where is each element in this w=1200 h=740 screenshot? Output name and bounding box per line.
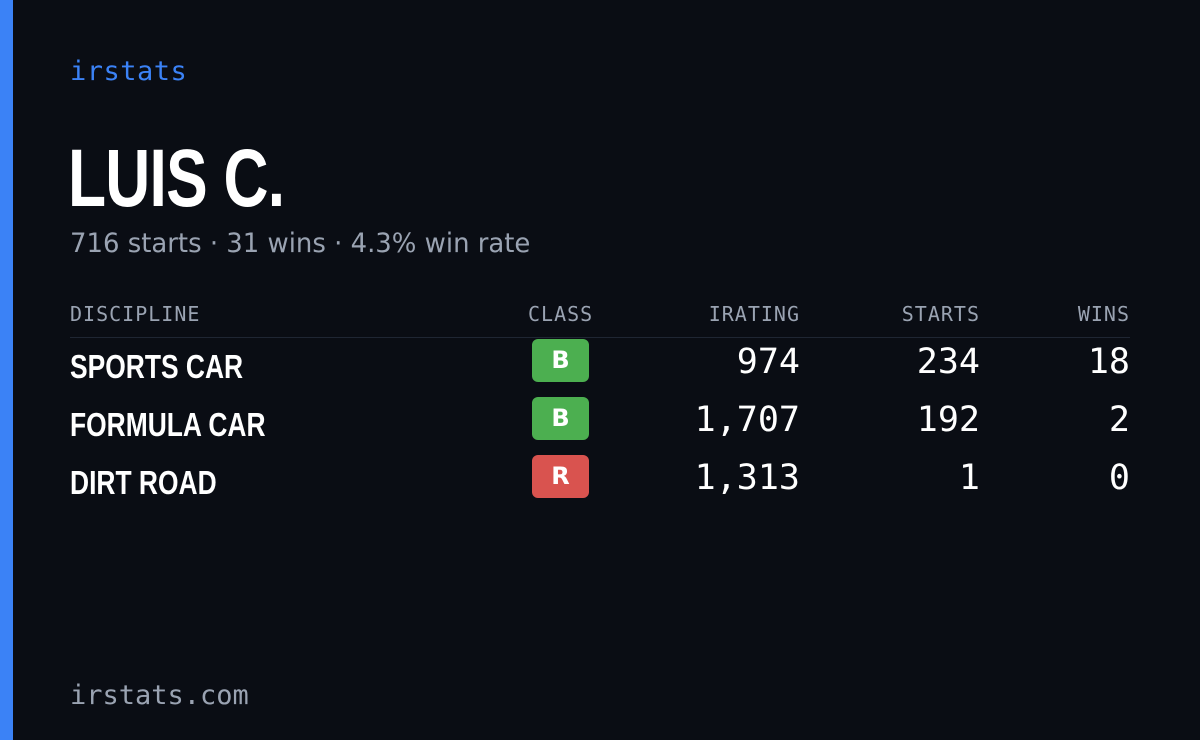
table-row: FORMULA CAR B 1,707 192 2 bbox=[70, 396, 1130, 454]
discipline-name: DIRT ROAD bbox=[70, 464, 217, 501]
driver-summary: 716 starts · 31 wins · 4.3% win rate bbox=[70, 228, 531, 259]
discipline-name: SPORTS CAR bbox=[70, 348, 244, 385]
column-header-irating: IRATING bbox=[708, 302, 800, 326]
license-class-badge: B bbox=[532, 397, 589, 440]
column-header-starts: STARTS bbox=[901, 302, 980, 326]
discipline-stats-table: DISCIPLINE CLASS IRATING STARTS WINS SPO… bbox=[70, 296, 1130, 512]
wins-value: 0 bbox=[1108, 458, 1130, 498]
table-row: SPORTS CAR B 974 234 18 bbox=[70, 338, 1130, 396]
discipline-name: FORMULA CAR bbox=[70, 406, 266, 443]
wins-value: 2 bbox=[1108, 400, 1130, 440]
table-row: DIRT ROAD R 1,313 1 0 bbox=[70, 454, 1130, 512]
irating-value: 1,313 bbox=[694, 458, 800, 498]
license-class-badge: B bbox=[532, 339, 589, 382]
footer-domain-link[interactable]: irstats.com bbox=[70, 680, 249, 711]
irating-value: 1,707 bbox=[694, 400, 800, 440]
driver-name: LUIS C. bbox=[68, 133, 285, 224]
license-class-badge: R bbox=[532, 455, 589, 498]
brand-logo-link[interactable]: irstats bbox=[70, 56, 188, 87]
table-header: DISCIPLINE CLASS IRATING STARTS WINS bbox=[70, 296, 1130, 338]
starts-value: 1 bbox=[958, 458, 980, 498]
column-header-wins: WINS bbox=[1077, 302, 1130, 326]
wins-value: 18 bbox=[1087, 342, 1130, 382]
starts-value: 192 bbox=[916, 400, 980, 440]
starts-value: 234 bbox=[916, 342, 980, 382]
column-header-discipline: DISCIPLINE bbox=[70, 302, 201, 326]
accent-bar bbox=[0, 0, 13, 740]
column-header-class: CLASS bbox=[528, 302, 594, 326]
irating-value: 974 bbox=[736, 342, 800, 382]
